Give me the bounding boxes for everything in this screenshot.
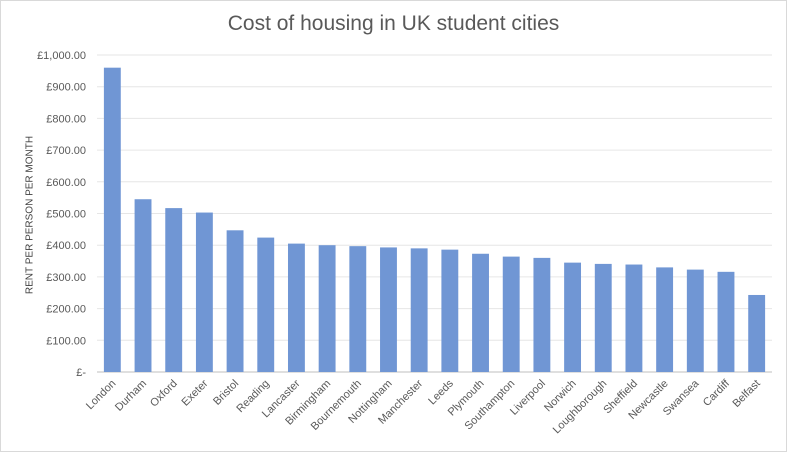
bar-durham (134, 199, 152, 372)
y-tick-label: £300.00 (46, 272, 86, 284)
x-tick-label: Exeter (180, 377, 211, 408)
bar-bournemouth (349, 246, 367, 372)
bar-birmingham (318, 245, 336, 372)
bar-plymouth (472, 253, 489, 372)
bar-leeds (441, 249, 459, 372)
bar-norwich (564, 262, 582, 372)
bar-newcastle (656, 267, 674, 372)
bar-bristol (226, 230, 244, 372)
y-tick-label: £500.00 (46, 209, 86, 221)
y-tick-label: £100.00 (46, 335, 86, 347)
y-tick-label: £200.00 (46, 304, 86, 316)
y-tick-labels: £- £100.00 £200.00 £300.00 £400.00 £500.00 £60… (37, 50, 86, 379)
y-tick-label: £900.00 (46, 82, 86, 94)
y-tick-label: £400.00 (46, 240, 86, 252)
x-tick-label: Loughborough (551, 378, 610, 437)
bar-reading (257, 237, 275, 372)
y-tick-label: £800.00 (46, 113, 86, 125)
bar-liverpool (533, 257, 551, 372)
y-tick-label: £- (76, 367, 86, 379)
x-tick-label: Oxford (148, 378, 180, 410)
bar-loughborough (594, 263, 612, 372)
chart-title: Cost of housing in UK student cities (227, 12, 560, 35)
y-tick-label: £600.00 (46, 177, 86, 189)
y-tick-label: £1,000.00 (37, 50, 86, 62)
bar-cardiff (717, 271, 735, 372)
bar-london (103, 67, 121, 373)
x-tick-label: Durham (113, 378, 149, 414)
y-tick-label: £700.00 (46, 145, 86, 157)
bar-nottingham (380, 247, 397, 372)
bar-exeter (195, 212, 213, 372)
bar-oxford (165, 208, 183, 372)
bar-southampton (502, 256, 520, 372)
x-tick-label: Cardiff (701, 377, 733, 409)
bar-manchester (410, 248, 428, 372)
bars (103, 67, 766, 373)
bar-sheffield (625, 264, 643, 372)
x-tick-label: Belfast (731, 378, 763, 410)
bar-swansea (686, 269, 704, 372)
bar-belfast (748, 294, 766, 372)
bar-lancaster (287, 243, 305, 372)
